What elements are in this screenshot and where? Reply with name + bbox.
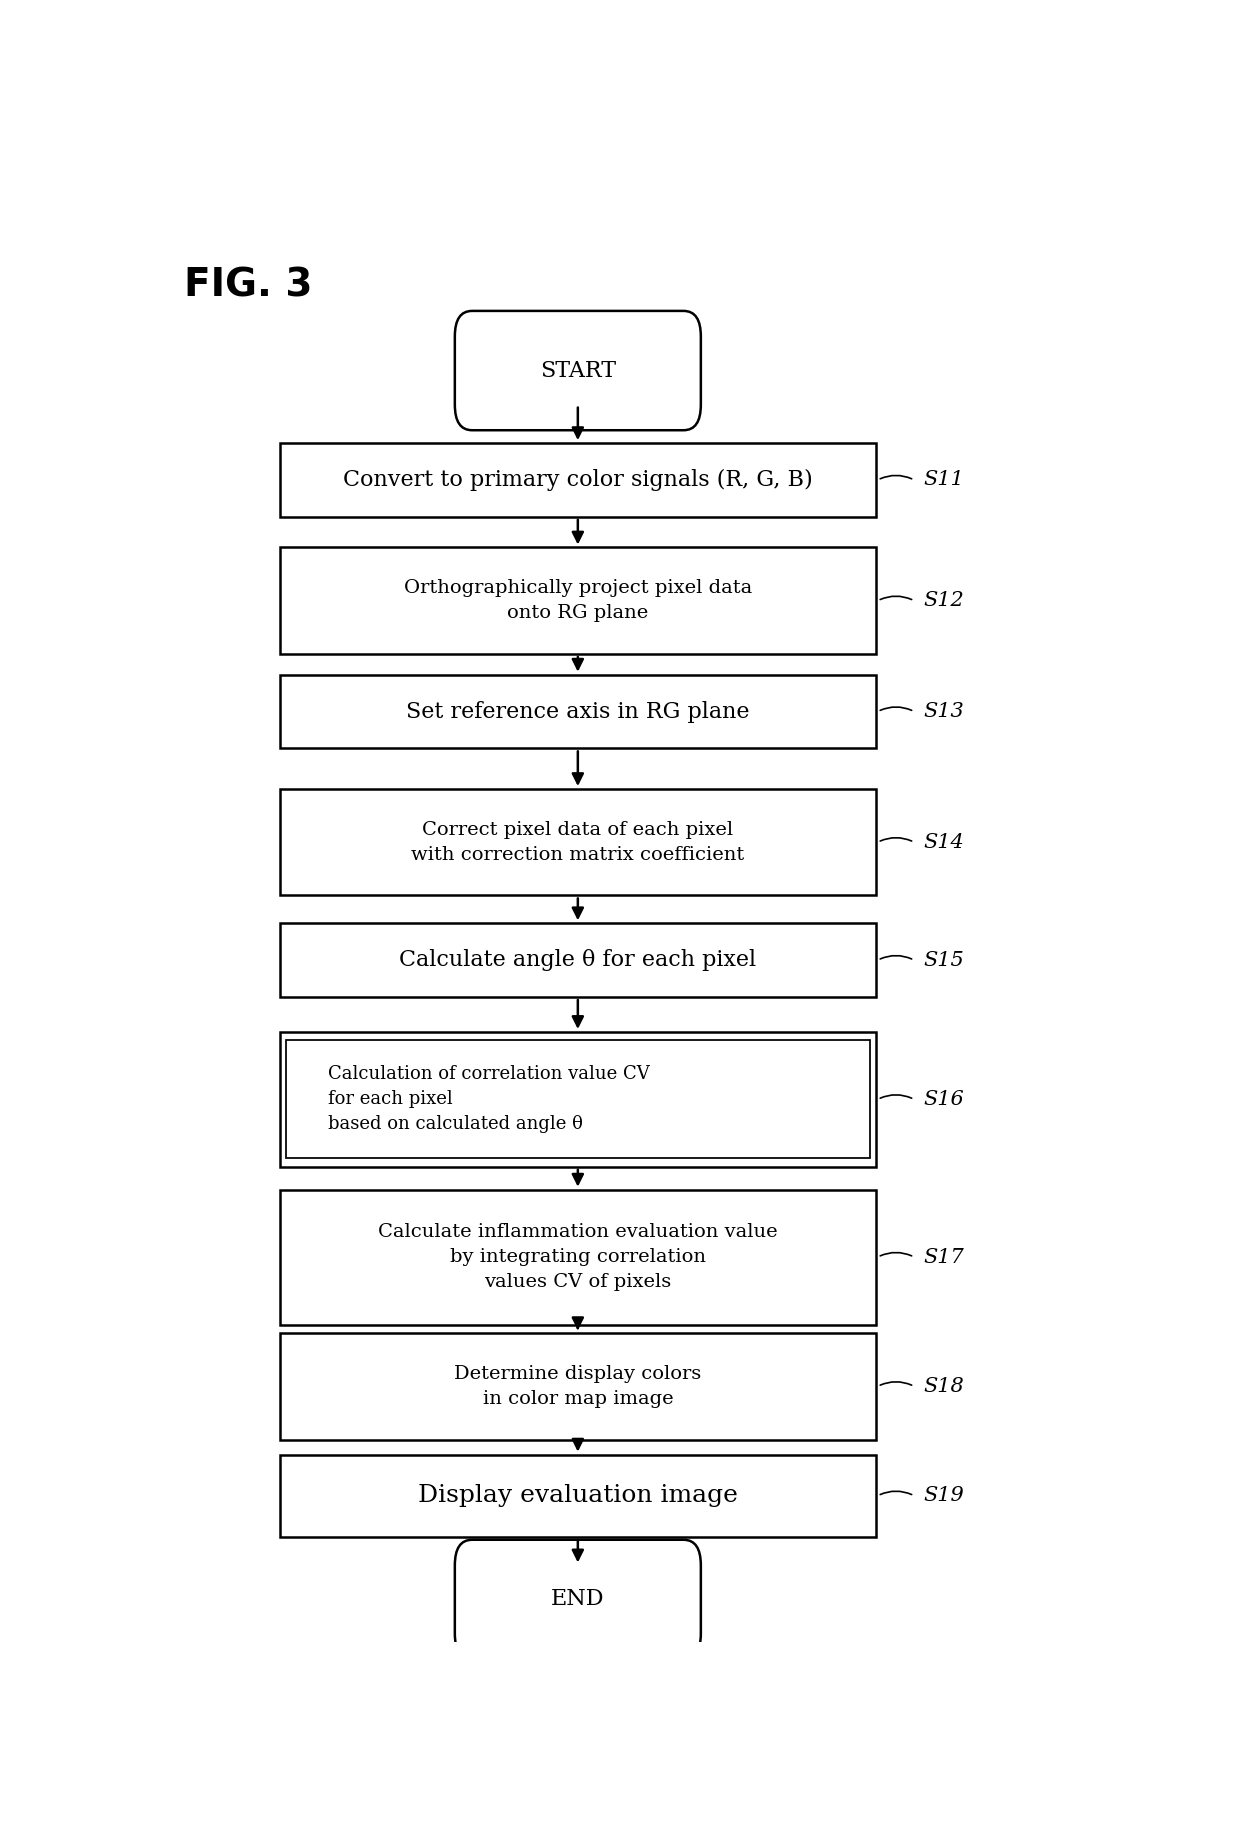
Text: S17: S17 — [924, 1247, 965, 1266]
Text: S16: S16 — [924, 1090, 965, 1109]
Text: START: START — [539, 360, 616, 382]
Bar — [280, 790, 875, 895]
Text: Calculate inflammation evaluation value
by integrating correlation
values CV of : Calculate inflammation evaluation value … — [378, 1223, 777, 1292]
Text: Determine display colors
in color map image: Determine display colors in color map im… — [454, 1365, 702, 1408]
Text: Display evaluation image: Display evaluation image — [418, 1483, 738, 1507]
Bar — [280, 675, 875, 749]
FancyBboxPatch shape — [455, 312, 701, 430]
Bar — [280, 1031, 875, 1166]
Text: FIG. 3: FIG. 3 — [184, 268, 312, 304]
Bar — [280, 1190, 875, 1325]
Bar — [280, 1334, 875, 1439]
Text: S14: S14 — [924, 832, 965, 852]
FancyBboxPatch shape — [455, 1541, 701, 1659]
Text: Correct pixel data of each pixel
with correction matrix coefficient: Correct pixel data of each pixel with co… — [412, 821, 744, 863]
Text: Calculate angle θ for each pixel: Calculate angle θ for each pixel — [399, 948, 756, 970]
Bar — [285, 1041, 870, 1159]
Text: S15: S15 — [924, 950, 965, 970]
Text: Orthographically project pixel data
onto RG plane: Orthographically project pixel data onto… — [404, 579, 751, 622]
Bar — [280, 443, 875, 517]
Text: Set reference axis in RG plane: Set reference axis in RG plane — [405, 701, 750, 723]
Text: S13: S13 — [924, 703, 965, 721]
Text: S18: S18 — [924, 1376, 965, 1397]
Text: S12: S12 — [924, 590, 965, 611]
Text: Convert to primary color signals (R, G, B): Convert to primary color signals (R, G, … — [343, 469, 812, 491]
Bar — [280, 922, 875, 996]
Text: S11: S11 — [924, 470, 965, 489]
Text: END: END — [551, 1589, 605, 1611]
Text: Calculation of correlation value CV
for each pixel
based on calculated angle θ: Calculation of correlation value CV for … — [327, 1065, 650, 1133]
Bar — [280, 1454, 875, 1537]
Bar — [280, 548, 875, 653]
Text: S19: S19 — [924, 1487, 965, 1506]
